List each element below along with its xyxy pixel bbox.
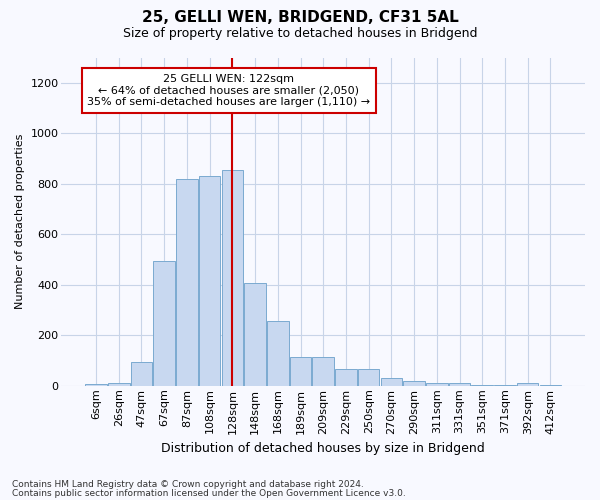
Bar <box>426 382 448 386</box>
Bar <box>472 385 493 386</box>
X-axis label: Distribution of detached houses by size in Bridgend: Distribution of detached houses by size … <box>161 442 485 455</box>
Bar <box>517 383 538 386</box>
Bar <box>539 385 561 386</box>
Bar <box>449 382 470 386</box>
Bar <box>335 370 357 386</box>
Text: Contains HM Land Registry data © Crown copyright and database right 2024.: Contains HM Land Registry data © Crown c… <box>12 480 364 489</box>
Bar <box>380 378 402 386</box>
Y-axis label: Number of detached properties: Number of detached properties <box>15 134 25 310</box>
Bar <box>176 178 198 386</box>
Bar <box>85 384 107 386</box>
Text: Size of property relative to detached houses in Bridgend: Size of property relative to detached ho… <box>123 28 477 40</box>
Bar <box>267 322 289 386</box>
Bar <box>154 261 175 386</box>
Bar <box>290 356 311 386</box>
Bar <box>494 385 516 386</box>
Bar <box>199 176 220 386</box>
Bar <box>108 383 130 386</box>
Text: Contains public sector information licensed under the Open Government Licence v3: Contains public sector information licen… <box>12 488 406 498</box>
Text: 25 GELLI WEN: 122sqm
← 64% of detached houses are smaller (2,050)
35% of semi-de: 25 GELLI WEN: 122sqm ← 64% of detached h… <box>88 74 371 107</box>
Bar <box>131 362 152 386</box>
Bar <box>244 284 266 386</box>
Bar <box>313 356 334 386</box>
Text: 25, GELLI WEN, BRIDGEND, CF31 5AL: 25, GELLI WEN, BRIDGEND, CF31 5AL <box>142 10 458 25</box>
Bar <box>221 170 243 386</box>
Bar <box>358 370 379 386</box>
Bar <box>403 380 425 386</box>
